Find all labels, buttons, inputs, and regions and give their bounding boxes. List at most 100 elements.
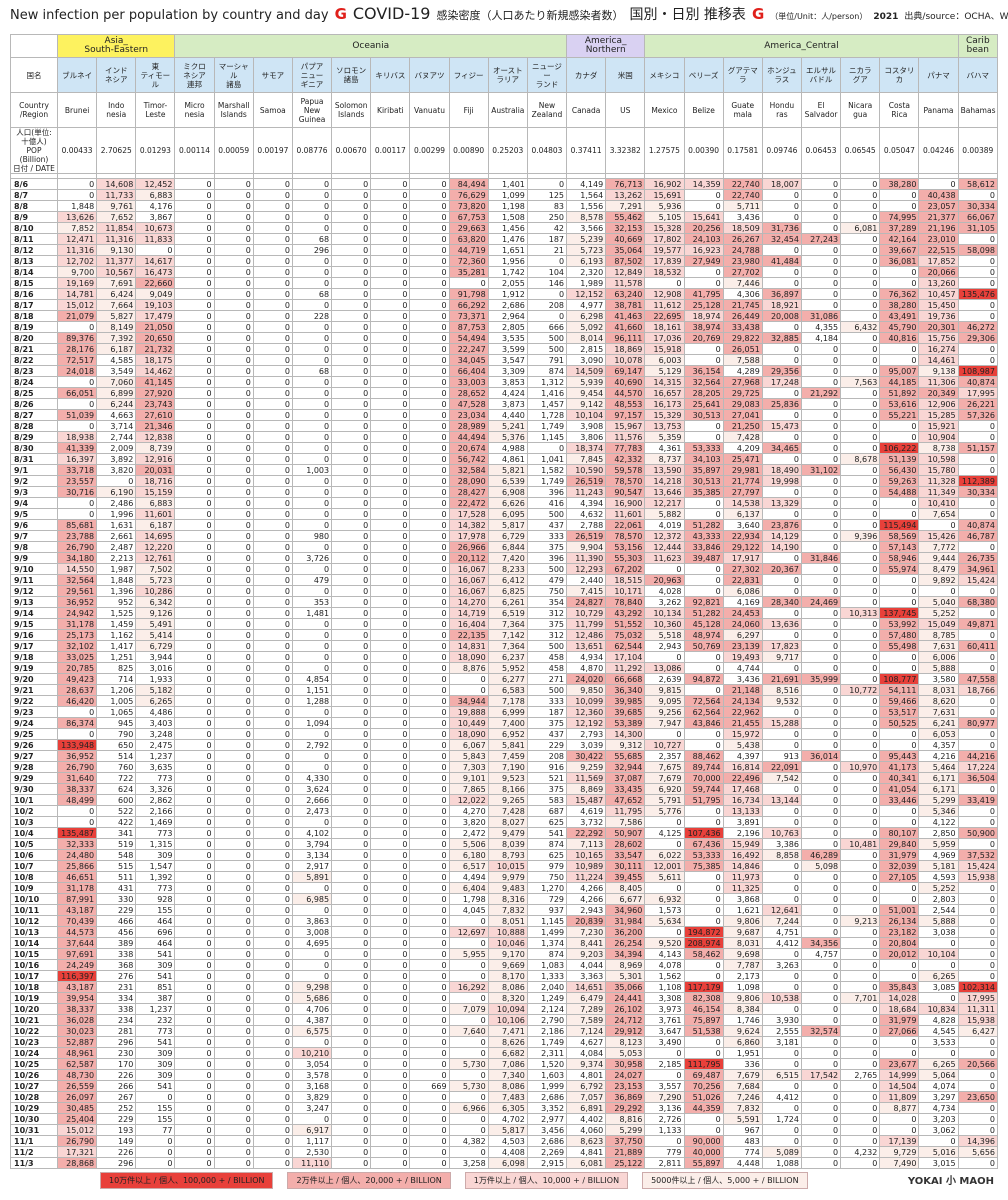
- date: 9/2: [10, 475, 58, 487]
- cell: 0: [252, 211, 293, 223]
- cell: 624: [96, 783, 137, 795]
- cell: 0: [957, 948, 999, 960]
- cell: 0: [409, 299, 450, 311]
- cell: 30,334: [957, 486, 999, 498]
- cell: 13,086: [644, 662, 685, 674]
- cell: 29,840: [879, 838, 920, 850]
- cell: 0: [957, 233, 999, 245]
- cell: 13,636: [761, 618, 802, 630]
- cell: 11,601: [605, 508, 646, 520]
- cell: 13,626: [56, 211, 98, 223]
- cell: 0: [761, 629, 802, 641]
- cell: 0: [174, 805, 215, 817]
- cell: 16,292: [448, 981, 489, 993]
- cell: 0: [761, 189, 802, 201]
- cell: 0: [879, 508, 920, 520]
- cell: 0: [291, 442, 333, 454]
- cell: 0: [409, 1047, 450, 1059]
- cell: 63,240: [605, 288, 646, 300]
- cell: 0: [644, 926, 685, 938]
- date: 10/28: [10, 1091, 58, 1103]
- cell: 6,193: [566, 255, 607, 267]
- cell: 791: [526, 354, 568, 366]
- cell: 0: [213, 464, 254, 476]
- cell: 0: [370, 629, 411, 641]
- cell: 1,251: [96, 651, 137, 663]
- cell: 0: [213, 695, 254, 707]
- data-row: 9/30 38,337 624 3,326 0 0 0 3,624 0 0 0 7,865 8,166 3…: [10, 783, 999, 795]
- cell: 0: [800, 497, 842, 509]
- cell: 5,182: [135, 684, 176, 696]
- cell: 0: [252, 574, 293, 586]
- date: 8/17: [10, 299, 58, 311]
- cell: 16,923: [683, 244, 724, 256]
- cell: 0: [840, 244, 881, 256]
- cell: 0: [840, 893, 881, 905]
- cell: 0: [331, 255, 372, 267]
- cell: 4,232: [840, 1146, 881, 1158]
- cell: 48,553: [605, 398, 646, 410]
- cell: 0: [331, 981, 372, 993]
- cell: 0: [370, 1069, 411, 1081]
- cell: 0: [252, 332, 293, 344]
- cell: 0: [800, 1036, 842, 1048]
- cell: 11,576: [605, 431, 646, 443]
- cell: 5,817: [487, 1124, 528, 1136]
- cell: 0: [291, 453, 333, 465]
- cell: 6,187: [135, 519, 176, 531]
- cell: 0: [800, 772, 842, 784]
- cell: 8,738: [918, 442, 959, 454]
- cell: 24,469: [800, 596, 842, 608]
- cell: 0: [800, 288, 842, 300]
- date: 8/29: [10, 431, 58, 443]
- cell: 1,556: [566, 200, 607, 212]
- cell: 23,980: [722, 255, 763, 267]
- cell: 0: [840, 948, 881, 960]
- cell: 7,124: [566, 1025, 607, 1037]
- cell: 0: [213, 189, 254, 201]
- cell: 375: [526, 618, 568, 630]
- cell: 5,299: [605, 1124, 646, 1136]
- data-row: 9/7 23,788 2,661 14,695 0 0 0 980 0 0 0 17,978 6,729…: [10, 530, 999, 542]
- cell: 9,815: [644, 684, 685, 696]
- cell: 0: [448, 684, 489, 696]
- cell: 7,364: [487, 640, 528, 652]
- cell: 4,861: [487, 453, 528, 465]
- cell: 9,624: [722, 1025, 763, 1037]
- cell: 5,098: [800, 860, 842, 872]
- cell: 1,749: [526, 420, 568, 432]
- cell: 60,411: [957, 640, 999, 652]
- cell: 7,142: [487, 629, 528, 641]
- cell: 15,938: [957, 1014, 999, 1026]
- cell: 0: [761, 1102, 802, 1114]
- cell: 2,726: [644, 1113, 685, 1125]
- cell: 3,794: [291, 838, 333, 850]
- date: 9/3: [10, 486, 58, 498]
- cell: 3,247: [291, 1102, 333, 1114]
- cell: 6,187: [96, 343, 137, 355]
- cell: 23,010: [918, 233, 959, 245]
- cell: 0: [370, 706, 411, 718]
- cell: 0: [761, 266, 802, 278]
- date: 10/17: [10, 970, 58, 982]
- cell: 0: [331, 431, 372, 443]
- cell: 0: [683, 739, 724, 751]
- cell: 0: [840, 662, 881, 674]
- cell: 0: [291, 706, 333, 718]
- column-header: インド ネシア: [96, 57, 137, 93]
- cell: 0: [370, 959, 411, 971]
- cell: 0: [174, 541, 215, 553]
- cell: 0: [409, 596, 450, 608]
- cell: 0: [409, 651, 450, 663]
- cell: 14,719: [448, 607, 489, 619]
- column-header: Vanuatu: [409, 92, 450, 128]
- data-row: 10/2 0 522 2,166 0 0 0 2,473 0 0 0 4,270 7,428 687 4,6…: [10, 805, 999, 817]
- cell: 23,743: [135, 398, 176, 410]
- cell: 0: [683, 1124, 724, 1136]
- cell: 6,241: [918, 717, 959, 729]
- cell: 2,765: [840, 1069, 881, 1081]
- data-row: 10/20 38,337 338 1,237 0 0 0 4,706 0 0 0 7,079 10,09…: [10, 1003, 999, 1015]
- cell: 0: [174, 937, 215, 949]
- column-header: Nicara gua: [840, 92, 881, 128]
- cell: 0: [957, 629, 999, 641]
